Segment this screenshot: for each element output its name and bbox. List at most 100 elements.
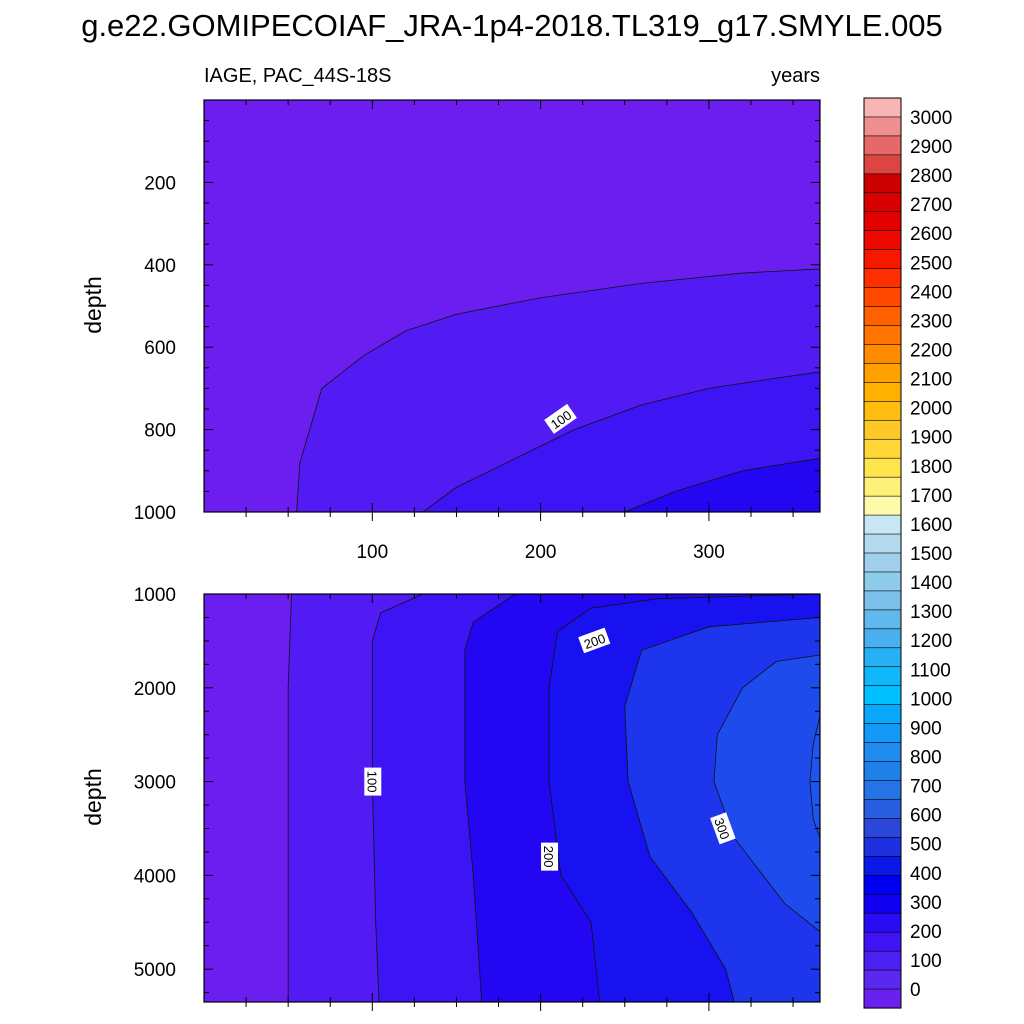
colorbar-label: 1700 xyxy=(910,486,952,507)
colorbar-label: 2000 xyxy=(910,399,952,420)
colorbar-cell xyxy=(863,476,902,497)
contour-label: 200 xyxy=(541,842,559,871)
contour-line-200 xyxy=(548,594,820,1002)
colorbar-cell xyxy=(863,401,902,421)
colorbar-label: 400 xyxy=(910,864,942,885)
x-tick-label: 100 xyxy=(356,542,388,563)
colorbar-cell xyxy=(863,893,902,914)
contour-line-150 xyxy=(624,458,820,512)
colorbar-cell xyxy=(863,287,902,308)
y-tick-label: 1000 xyxy=(134,503,176,524)
contour-fill-150 xyxy=(624,458,820,512)
chart-title: g.e22.GOMIPECOIAF_JRA-1p4-2018.TL319_g17… xyxy=(81,8,943,43)
y-tick-label: 4000 xyxy=(134,866,176,887)
colorbar-label: 3000 xyxy=(910,108,952,129)
colorbar-cell xyxy=(863,457,902,478)
colorbar-label: 2300 xyxy=(910,311,952,332)
colorbar-cell xyxy=(863,363,902,383)
colorbar-label: 0 xyxy=(910,980,921,1001)
colorbar-label: 1200 xyxy=(910,631,952,652)
contour-line-300 xyxy=(713,654,820,932)
contour-line-50 xyxy=(287,594,292,1002)
colorbar-cell xyxy=(863,552,902,573)
colorbar-label: 800 xyxy=(910,747,942,768)
colorbar-cell xyxy=(863,173,902,194)
colorbar-cell xyxy=(863,647,902,668)
colorbar-cell xyxy=(863,306,902,327)
colorbar-label: 2700 xyxy=(910,195,952,216)
contour-label-text: 100 xyxy=(364,771,379,793)
upper-panel: 100 200 400 600 800 1000 100 200 300 xyxy=(134,99,821,563)
y-tick-label: 600 xyxy=(144,338,176,359)
colorbar-cell xyxy=(863,344,902,365)
colorbar-label: 200 xyxy=(910,922,942,943)
contour-line-150 xyxy=(464,594,516,1002)
colorbar-label: 1800 xyxy=(910,457,952,478)
colorbar-label: 2600 xyxy=(910,224,952,245)
colorbar-cell xyxy=(863,837,902,857)
colorbar-cell xyxy=(863,268,902,289)
colorbar-cell xyxy=(863,912,902,933)
contour-line-100 xyxy=(422,371,820,512)
y-tick-label: 200 xyxy=(144,173,176,194)
y-tick-label: 5000 xyxy=(134,960,176,981)
colorbar-cell xyxy=(863,874,902,895)
units-label: years xyxy=(771,65,820,87)
variable-label: IAGE, PAC_44S-18S xyxy=(204,65,392,87)
colorbar-label: 900 xyxy=(910,718,942,739)
y-tick-label: 800 xyxy=(144,421,176,442)
colorbar-cell xyxy=(863,495,902,516)
colorbar-cell xyxy=(863,230,902,251)
x-tick-label: 200 xyxy=(525,542,557,563)
colorbar-label: 500 xyxy=(910,835,942,856)
colorbar-cell xyxy=(863,685,902,706)
colorbar-label: 700 xyxy=(910,777,942,798)
y-axis-label-upper: depth xyxy=(80,276,106,334)
colorbar-cell xyxy=(863,761,902,782)
colorbar-label: 2100 xyxy=(910,370,952,391)
colorbar-label: 2900 xyxy=(910,137,952,158)
contour-line-100 xyxy=(371,594,423,1002)
plot-frame xyxy=(203,593,821,1003)
colorbar-cell xyxy=(863,192,902,213)
colorbar-cell xyxy=(863,590,902,611)
y-tick-label: 3000 xyxy=(134,773,176,794)
contour-fill-100 xyxy=(422,371,820,512)
colorbar-cell xyxy=(863,249,902,270)
contour-fill-300 xyxy=(713,654,820,1002)
colorbar-label: 1000 xyxy=(910,689,952,710)
colorbar-cell xyxy=(863,723,902,744)
colorbar-cell xyxy=(863,609,902,630)
contour-label-text: 200 xyxy=(582,631,608,653)
colorbar-label: 300 xyxy=(910,893,942,914)
y-axis-label-lower: depth xyxy=(80,768,106,826)
colorbar-cell xyxy=(863,799,902,820)
contour-label: 100 xyxy=(364,767,382,796)
contour-label-text: 200 xyxy=(541,846,556,868)
contour-fill-350 xyxy=(809,715,820,1002)
colorbar-label: 100 xyxy=(910,951,942,972)
colorbar-label: 2800 xyxy=(910,166,952,187)
contour-label: 200 xyxy=(578,627,611,654)
colorbar-cell xyxy=(863,419,902,440)
colorbar-label: 1500 xyxy=(910,544,952,565)
colorbar-label: 2500 xyxy=(910,253,952,274)
colorbar-cell xyxy=(863,571,902,592)
contour-label-text: 300 xyxy=(711,816,733,842)
colorbar-label: 1100 xyxy=(910,660,951,681)
colorbar-cell xyxy=(863,382,902,402)
colorbar-label: 1300 xyxy=(910,602,952,623)
contour-label: 300 xyxy=(710,812,736,845)
colorbar-cell xyxy=(863,704,902,725)
y-tick-label: 400 xyxy=(144,256,176,277)
colorbar-cell xyxy=(863,780,902,801)
lower-panel: 200 100 200 300 1000 2000 3000 4000 5000 xyxy=(134,585,821,1011)
x-tick-label: 300 xyxy=(693,542,725,563)
colorbar-cell xyxy=(863,533,902,554)
y-tick-label: 1000 xyxy=(134,585,176,606)
colorbar-cell xyxy=(863,325,902,346)
colorbar-cell xyxy=(863,931,902,952)
colorbar-label: 2400 xyxy=(910,282,952,303)
colorbar-cell xyxy=(863,154,902,175)
